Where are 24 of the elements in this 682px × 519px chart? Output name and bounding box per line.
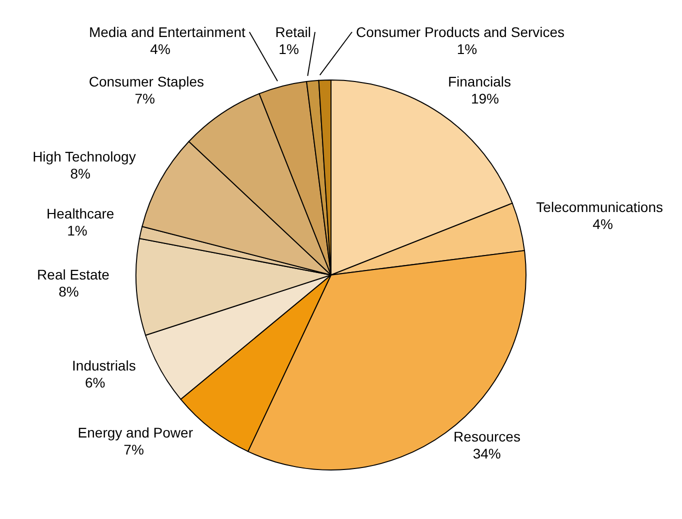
slice-label: Retail: [275, 24, 311, 40]
slice-label: High Technology: [32, 148, 136, 164]
slice-label: Telecommunications: [536, 199, 664, 216]
slice-label: Financials: [448, 74, 512, 90]
data-label: 7%: [124, 441, 144, 458]
data-label: 8%: [58, 284, 79, 300]
data-label: 19%: [470, 90, 499, 107]
data-label: 4%: [592, 216, 613, 232]
slice-label: Energy and Power: [78, 424, 194, 440]
data-label: 8%: [70, 165, 90, 182]
slice-label: Healthcare: [46, 206, 114, 222]
data-label: 6%: [85, 374, 106, 391]
slice-label: Resources: [454, 428, 520, 445]
data-label: 1%: [278, 41, 299, 57]
slice-label: Consumer Products and Services: [356, 24, 565, 40]
slice-label: Real Estate: [37, 266, 110, 283]
data-label: 34%: [472, 446, 501, 462]
slice-label: Media and Entertainment: [88, 24, 246, 40]
data-label: 1%: [67, 222, 88, 239]
slice-label: Industrials: [72, 358, 136, 374]
data-label: 7%: [134, 90, 155, 107]
slice-label: Consumer Staples: [88, 74, 204, 90]
data-label: 4%: [150, 41, 170, 57]
data-label: 1%: [456, 41, 478, 57]
